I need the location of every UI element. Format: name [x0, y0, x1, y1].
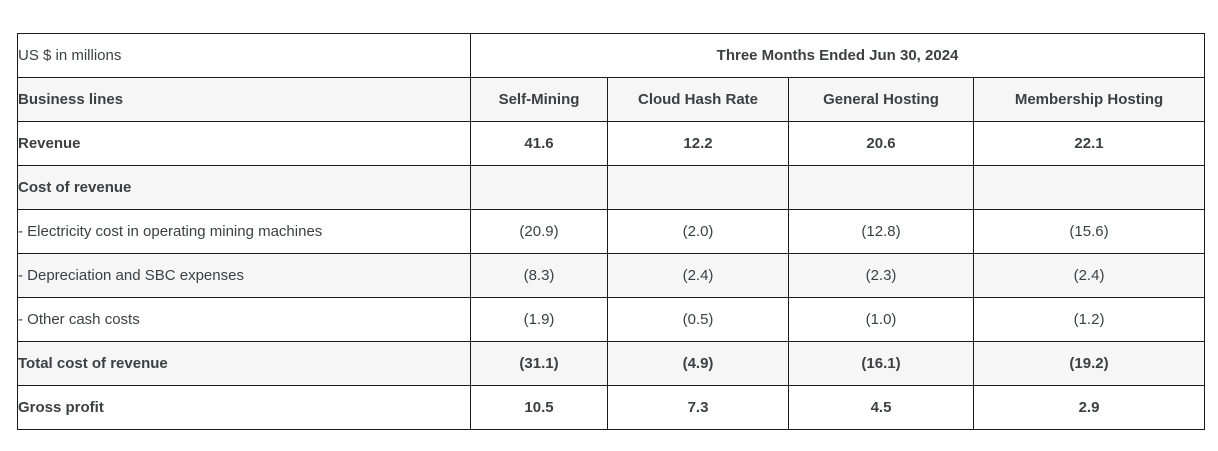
- segment-financials-table: US $ in millions Three Months Ended Jun …: [17, 33, 1206, 430]
- column-header-general-hosting: General Hosting: [788, 77, 974, 122]
- value-cell: (20.9): [470, 209, 608, 254]
- table-row-other-cash-costs: - Other cash costs (1.9) (0.5) (1.0) (1.…: [17, 297, 1206, 342]
- table-row-revenue: Revenue 41.6 12.2 20.6 22.1: [17, 121, 1206, 166]
- column-header-cloud-hash-rate: Cloud Hash Rate: [607, 77, 789, 122]
- value-cell: [607, 165, 789, 210]
- unit-period-row: US $ in millions Three Months Ended Jun …: [17, 33, 1206, 78]
- value-cell: [470, 165, 608, 210]
- value-cell: 20.6: [788, 121, 974, 166]
- row-label: Gross profit: [17, 385, 471, 430]
- value-cell: (2.4): [607, 253, 789, 298]
- value-cell: 41.6: [470, 121, 608, 166]
- value-cell: [972, 165, 1206, 210]
- value-cell: (15.6): [972, 209, 1206, 254]
- value-cell: (2.4): [972, 253, 1206, 298]
- value-cell: (8.3): [470, 253, 608, 298]
- value-cell: 12.2: [607, 121, 789, 166]
- period-header: Three Months Ended Jun 30, 2024: [469, 33, 1206, 78]
- value-cell: [788, 165, 974, 210]
- row-label: Cost of revenue: [17, 165, 471, 210]
- value-cell: 10.5: [470, 385, 608, 430]
- value-cell: (31.1): [470, 341, 608, 386]
- table-row-total-cost-of-revenue: Total cost of revenue (31.1) (4.9) (16.1…: [17, 341, 1206, 386]
- table-row-cost-of-revenue: Cost of revenue: [17, 165, 1206, 210]
- value-cell: (0.5): [607, 297, 789, 342]
- table-row-gross-profit: Gross profit 10.5 7.3 4.5 2.9: [17, 385, 1206, 430]
- value-cell: 4.5: [788, 385, 974, 430]
- value-cell: (2.3): [788, 253, 974, 298]
- table-row-depreciation-sbc: - Depreciation and SBC expenses (8.3) (2…: [17, 253, 1206, 298]
- row-label: - Other cash costs: [17, 297, 471, 342]
- value-cell: (2.0): [607, 209, 789, 254]
- value-cell: (12.8): [788, 209, 974, 254]
- value-cell: (1.2): [972, 297, 1206, 342]
- value-cell: (19.2): [972, 341, 1206, 386]
- column-header-row: Business lines Self-Mining Cloud Hash Ra…: [17, 77, 1206, 122]
- value-cell: 2.9: [972, 385, 1206, 430]
- unit-label: US $ in millions: [17, 33, 471, 78]
- value-cell: (4.9): [607, 341, 789, 386]
- table-row-electricity-cost: - Electricity cost in operating mining m…: [17, 209, 1206, 254]
- row-label: Total cost of revenue: [17, 341, 471, 386]
- column-header-self-mining: Self-Mining: [470, 77, 608, 122]
- column-header-membership-hosting: Membership Hosting: [972, 77, 1206, 122]
- value-cell: 22.1: [972, 121, 1206, 166]
- value-cell: 7.3: [607, 385, 789, 430]
- value-cell: (1.9): [470, 297, 608, 342]
- value-cell: (16.1): [788, 341, 974, 386]
- row-label: Revenue: [17, 121, 471, 166]
- row-label: - Electricity cost in operating mining m…: [17, 209, 471, 254]
- business-lines-header: Business lines: [17, 77, 471, 122]
- row-label: - Depreciation and SBC expenses: [17, 253, 471, 298]
- value-cell: (1.0): [788, 297, 974, 342]
